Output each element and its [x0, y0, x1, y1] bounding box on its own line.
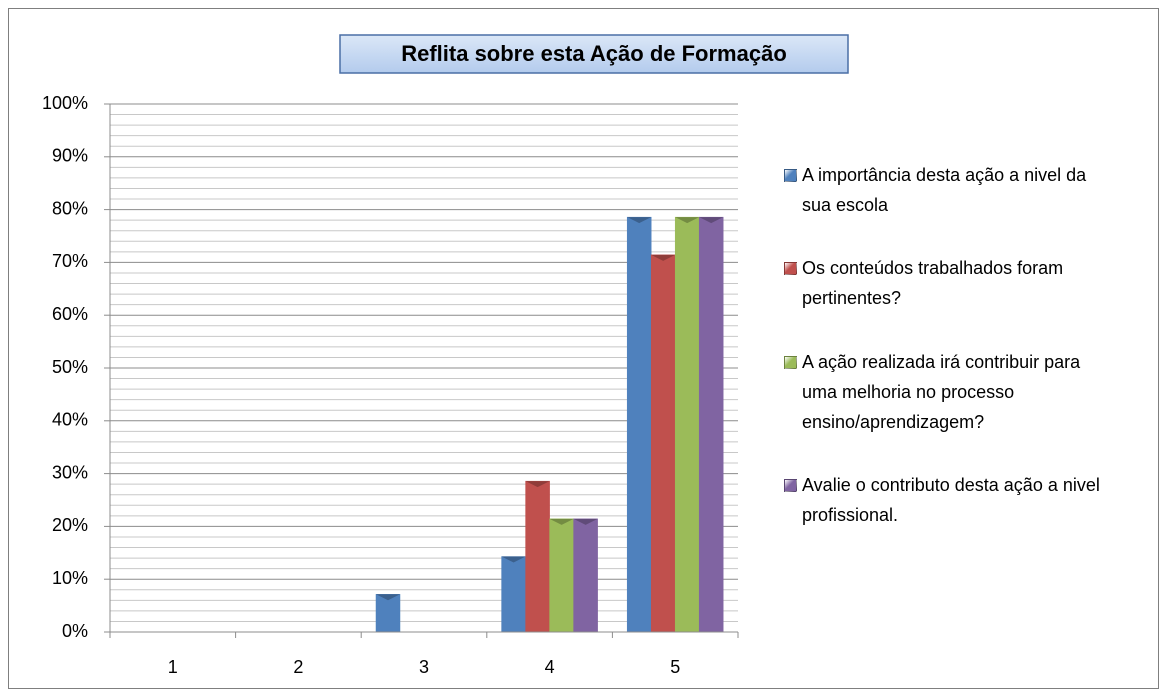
bar-bevel	[627, 217, 652, 224]
y-tick-label: 80%	[52, 198, 88, 218]
bar-bevel	[651, 254, 676, 261]
legend-label: A importância desta ação a nivel da sua …	[802, 165, 1087, 215]
y-tick-label: 40%	[52, 410, 88, 430]
bar-group	[501, 556, 526, 633]
y-tick-label: 20%	[52, 515, 88, 535]
bar-bevel	[376, 594, 400, 601]
legend-swatch	[784, 478, 797, 492]
legend-label: A ação realizada irá contribuir para uma…	[802, 351, 1081, 432]
bar	[698, 216, 724, 633]
bar	[549, 518, 574, 633]
bar-bevel	[573, 518, 598, 525]
y-tick-label: 70%	[52, 251, 88, 271]
legend-entry: A importância desta ação a nivel da sua …	[784, 160, 1124, 220]
x-tick-label: 2	[293, 657, 303, 677]
bar-group	[674, 216, 700, 633]
bar	[573, 518, 598, 633]
bar-group	[573, 518, 598, 633]
bar	[375, 594, 401, 633]
y-tick-label: 60%	[52, 304, 88, 324]
bar-group	[525, 480, 550, 633]
y-tick-label: 90%	[52, 146, 88, 166]
x-tick-label: 1	[168, 657, 178, 677]
legend-entry: Avalie o contributo desta ação a nivel p…	[784, 470, 1124, 530]
legend-entry: A ação realizada irá contribuir para uma…	[784, 347, 1124, 437]
bar	[626, 216, 652, 633]
y-tick-label: 0%	[62, 621, 88, 641]
x-tick-label: 5	[670, 657, 680, 677]
bar	[501, 556, 526, 633]
bar-bevel	[549, 518, 574, 525]
bar	[650, 254, 676, 633]
bar-group	[375, 594, 401, 633]
legend-label: Avalie o contributo desta ação a nivel p…	[802, 474, 1100, 525]
bar-bevel	[699, 217, 724, 224]
bar-group	[650, 254, 676, 633]
x-tick-label: 3	[419, 657, 429, 677]
legend: A importância desta ação a nivel da sua …	[784, 160, 1124, 530]
chart-title: Reflita sobre esta Ação de Formação	[401, 41, 787, 66]
y-tick-label: 10%	[52, 568, 88, 588]
bar	[674, 216, 700, 633]
y-tick-label: 100%	[42, 93, 88, 113]
bar-bevel	[525, 481, 550, 488]
y-tick-label: 50%	[52, 357, 88, 377]
legend-swatch	[784, 355, 797, 369]
bar-bevel	[501, 556, 526, 563]
bar-group	[549, 518, 574, 633]
bar-bevel	[675, 217, 700, 224]
bar	[525, 480, 550, 633]
legend-swatch	[784, 262, 797, 276]
legend-swatch	[784, 169, 797, 182]
legend-entry: Os conteúdos trabalhados foram pertinent…	[784, 253, 1124, 313]
y-tick-label: 30%	[52, 462, 88, 482]
x-tick-label: 4	[545, 657, 555, 677]
bar-group	[626, 216, 652, 633]
legend-label: Os conteúdos trabalhados foram pertinent…	[802, 258, 1064, 309]
bar-group	[698, 216, 724, 633]
title-box	[339, 34, 849, 74]
